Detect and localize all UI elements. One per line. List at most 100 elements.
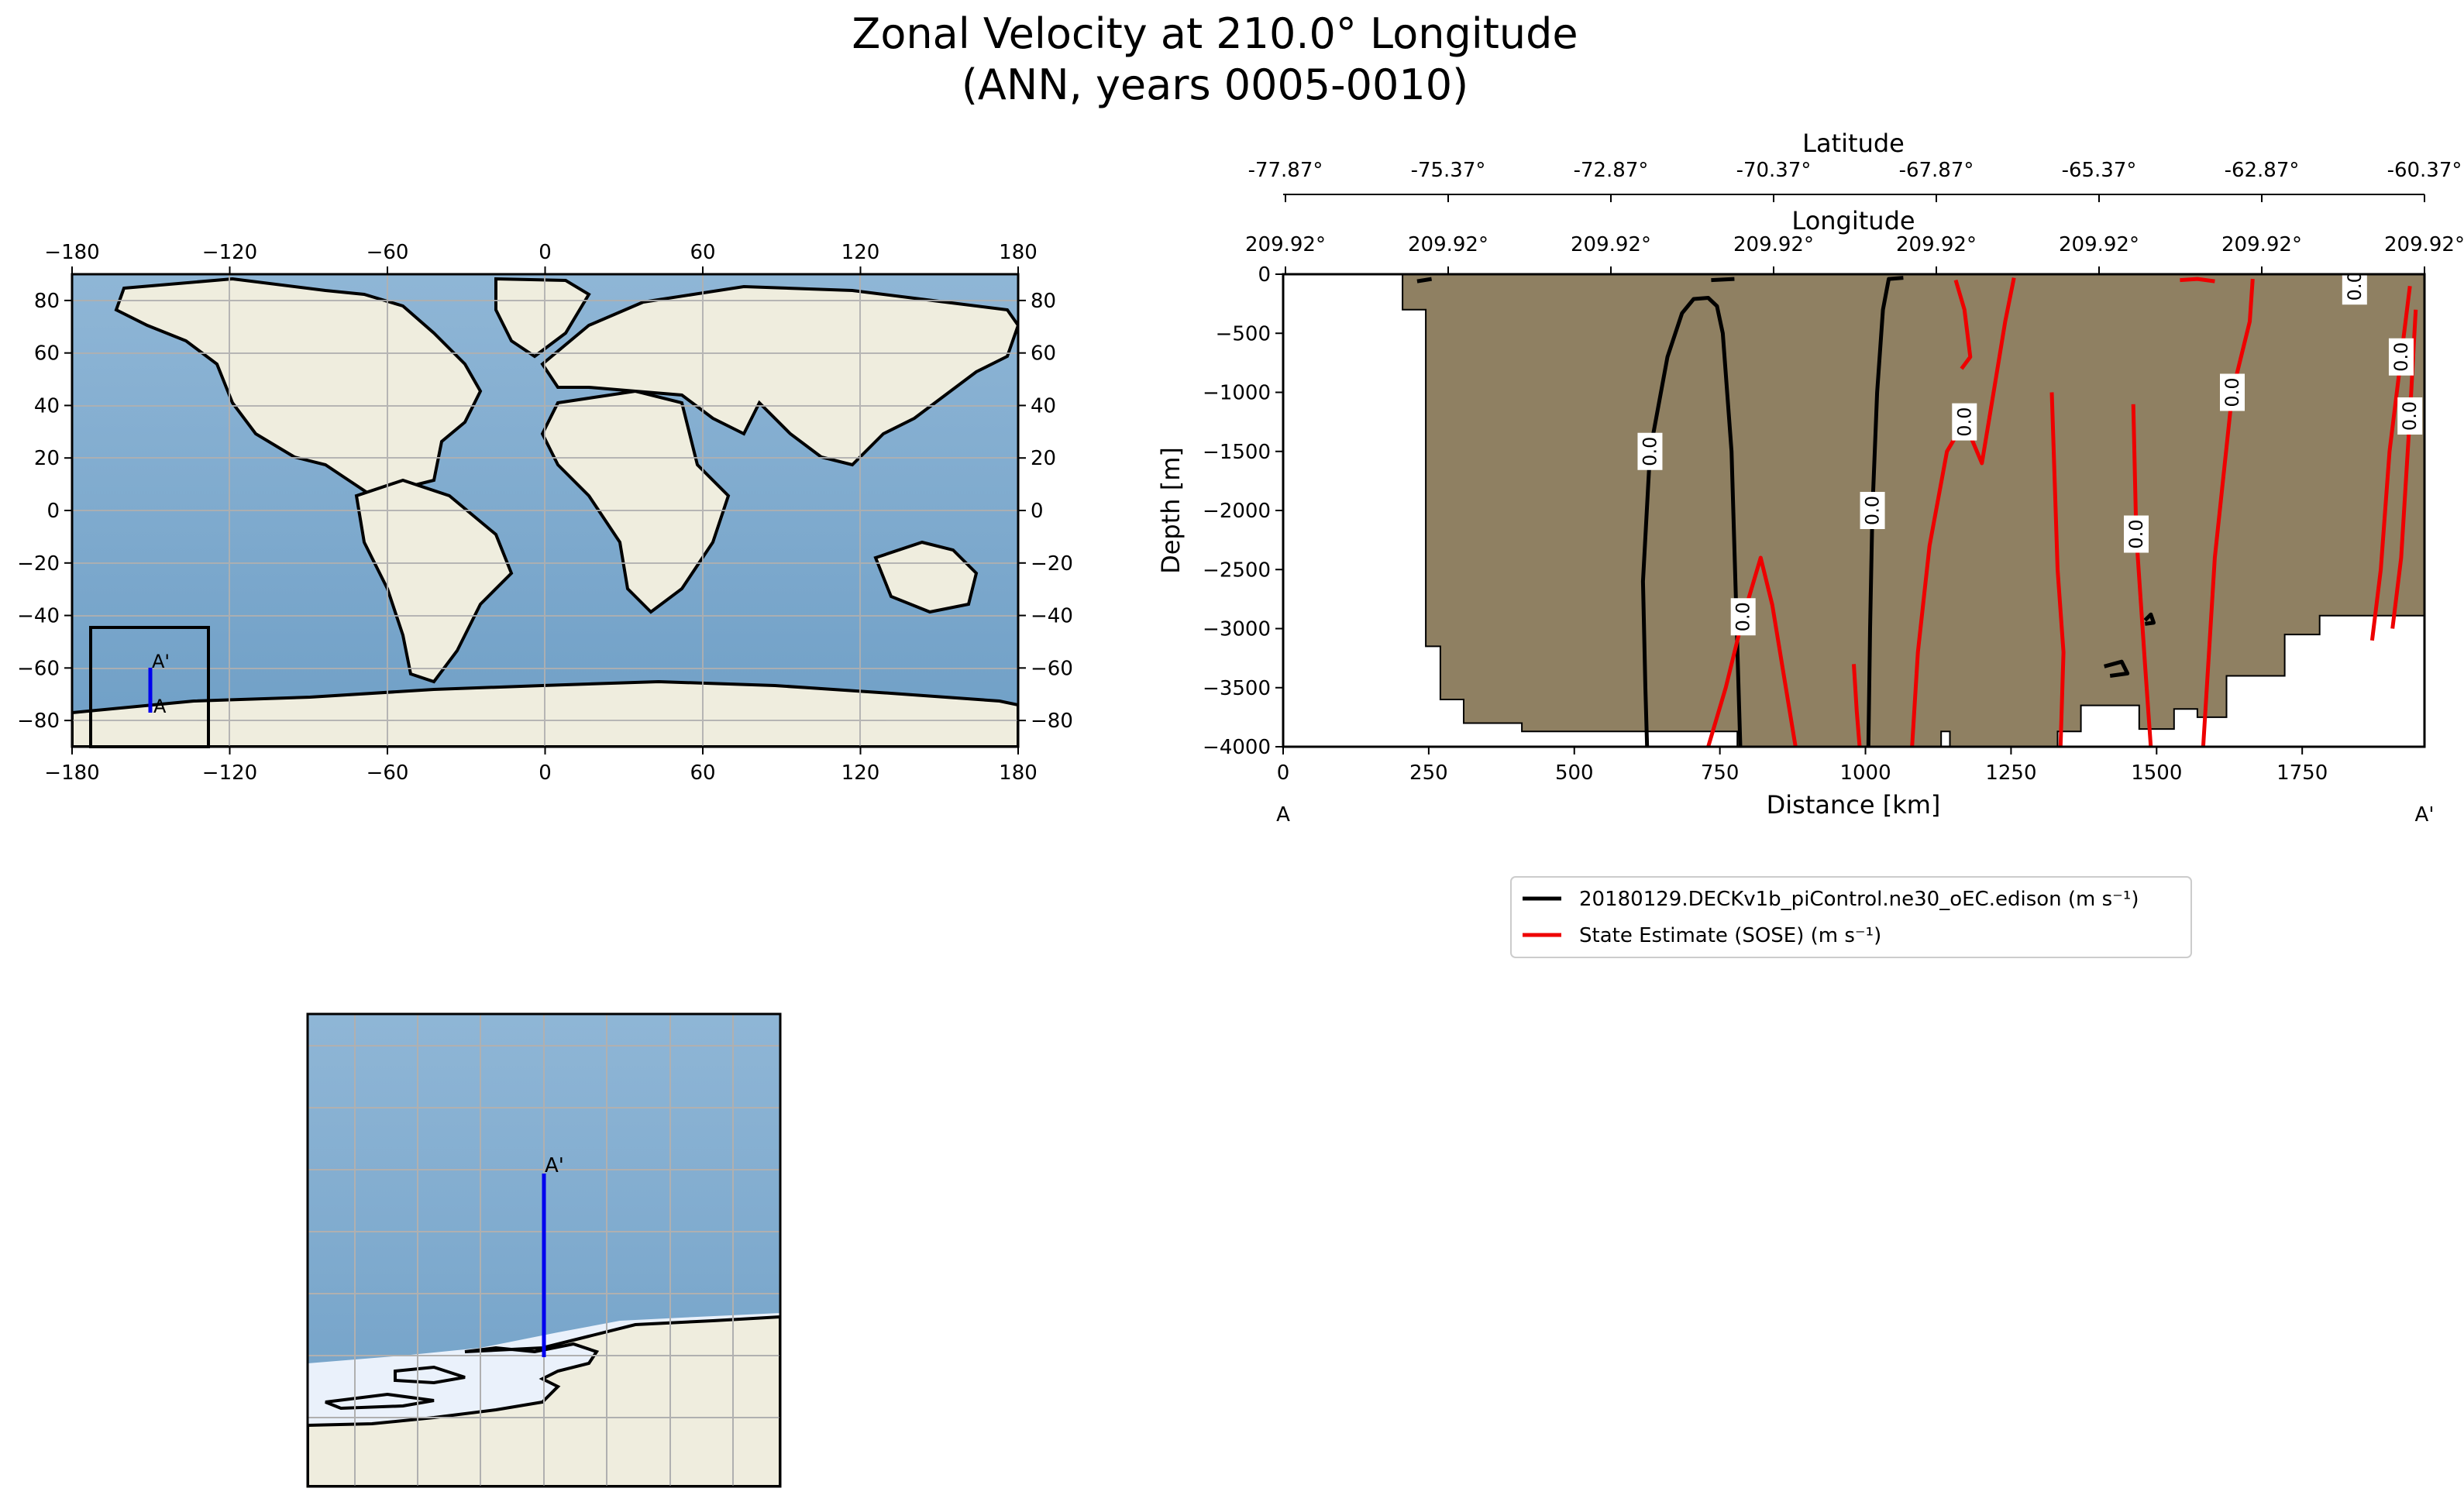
world-y-tick-label-right: 0 [1031,500,1044,523]
world-y-tick-label-right: 20 [1031,447,1056,470]
contour-label-bg [1637,432,1663,470]
world-x-tick-label-top: 0 [539,241,552,264]
inset-map-frame [306,1012,782,1488]
world-x-tick-label-bottom: −180 [44,761,99,785]
obs-zero-contour [2369,285,2412,641]
latitude-tick-label: -77.87° [1248,159,1323,182]
world-transect-end-label: A' [152,651,170,672]
world-y-tick-label-right: 80 [1031,290,1056,313]
world-y-tick-label-left: −20 [17,552,60,576]
latitude-tick-label: -60.37° [2387,159,2462,182]
world-y-tick-label-left: 40 [34,394,60,418]
contour-label-bg [2342,274,2367,305]
world-y-tick-label-right: −60 [1031,657,1073,680]
contour-label-bg [2388,338,2414,376]
longitude-tick-label: 209.92° [2384,233,2464,256]
section-y-tick-label: −3000 [1203,618,1271,641]
obs-zero-contour [1852,664,1862,747]
australia [873,540,979,614]
world-x-tick-label-top: 180 [999,241,1038,264]
longitude-tick-label: 209.92° [1733,233,1814,256]
world-x-tick-label-bottom: 0 [539,761,552,785]
contour-label: 0.0 [2390,342,2412,372]
model-zero-contour [2104,659,2130,678]
title-line-1: Zonal Velocity at 210.0° Longitude [852,9,1578,58]
longitude-tick-label: 209.92° [1408,233,1488,256]
obs-zero-contour [1706,555,1798,747]
contour-label-bg [1952,403,1977,441]
obs-zero-contour [2049,392,2066,747]
section-start-label: A [1276,803,1290,827]
world-x-tick-label-top: −180 [44,241,99,264]
longitude-axis-label: Longitude [1791,206,1915,235]
legend-box [1510,876,2192,958]
inset-transect-end-label: A' [545,1154,564,1177]
contour-label: 0.0 [1733,602,1754,631]
section-x-label: Distance [km] [1767,790,1941,820]
section-y-tick-label: 0 [1258,263,1271,287]
model-contours [1416,276,2156,747]
europe-asia [540,284,1018,467]
contour-label: 0.0 [2125,519,2147,548]
contour-label-bg [2397,397,2423,435]
obs-zero-contour [2180,277,2215,284]
world-y-tick-label-left: −60 [17,657,60,680]
contour-label-bg [1860,492,1885,529]
obs-zero-contour [2201,278,2255,747]
legend: 20180129.DECKv1b_piControl.ne30_oEC.edis… [1510,876,2192,958]
legend-entry-model: 20180129.DECKv1b_piControl.ne30_oEC.edis… [1579,888,2139,911]
world-landmasses [72,277,1018,747]
world-y-tick-label-right: −40 [1031,605,1073,628]
section-x-tick-label: 500 [1555,761,1594,785]
section-x-tick-label: 0 [1277,761,1290,785]
world-y-tick-label-left: −40 [17,605,60,628]
longitude-tick-label: 209.92° [1571,233,1651,256]
contour-label-bg [2123,515,2149,553]
section-y-tick-label: −1000 [1203,382,1271,405]
world-y-tick-label-left: −80 [17,710,60,733]
obs-zero-contour [1953,279,1973,370]
latitude-ticks: -77.87° -75.37° -72.87° -70.37° -67.87° -65.3… [1248,159,2462,202]
world-y-tick-label-left: 80 [34,290,60,313]
section-y-tick-label: −2500 [1203,559,1271,582]
legend-entry-obs: State Estimate (SOSE) (m s⁻¹) [1579,924,1881,947]
section-y-label: Depth [m] [1156,447,1186,574]
world-y-tick-label-left: 60 [34,342,60,366]
longitude-tick-label: 209.92° [2059,233,2139,256]
contour-label: 0.0 [2221,377,2243,407]
greenland [494,277,591,359]
world-gridlines [72,274,1018,747]
world-y-tick-label-right: 60 [1031,342,1056,366]
world-y-tick-label-right: −80 [1031,710,1073,733]
section-x-tick-label: 1000 [1839,761,1891,785]
world-x-tick-label-bottom: −120 [202,761,257,785]
world-x-tick-label-bottom: −60 [367,761,409,785]
section-x-tick-label: 1250 [1985,761,2036,785]
section-y-tick-label: −4000 [1203,736,1271,759]
section-end-label: A' [2415,803,2435,827]
world-x-tick-label-bottom: 120 [841,761,880,785]
section-x-tick-label: 1500 [2131,761,2182,785]
section-x-tick-label: 250 [1409,761,1448,785]
world-y-tick-label-right: −20 [1031,552,1073,576]
section-y-tick-label: −3500 [1203,677,1271,700]
section-y-tick-label: −500 [1216,322,1271,345]
longitude-tick-label: 209.92° [1245,233,1326,256]
world-transect-start-label: A [153,696,167,717]
inset-map: A' [306,1012,782,1488]
world-y-tick-label-left: 20 [34,447,60,470]
contour-label: 0.0 [1953,407,1975,437]
contour-label-bg [1730,598,1756,636]
section-x-tick-label: 1750 [2276,761,2328,785]
model-zero-contour [1640,296,1743,747]
contour-label: 0.0 [1862,496,1884,525]
latitude-tick-label: -72.87° [1574,159,1649,182]
section-y-tick-label: −2000 [1203,500,1271,523]
world-x-ticks-bottom: −180 −120 −60 0 60 120 180 [44,747,1038,785]
obs-zero-contour [2131,404,2153,747]
contour-label-bg [2219,373,2245,411]
inset-gridlines [308,1014,780,1487]
world-x-tick-label-top: −60 [367,241,409,264]
world-x-tick-label-bottom: 180 [999,761,1038,785]
world-x-tick-label-top: −120 [202,241,257,264]
